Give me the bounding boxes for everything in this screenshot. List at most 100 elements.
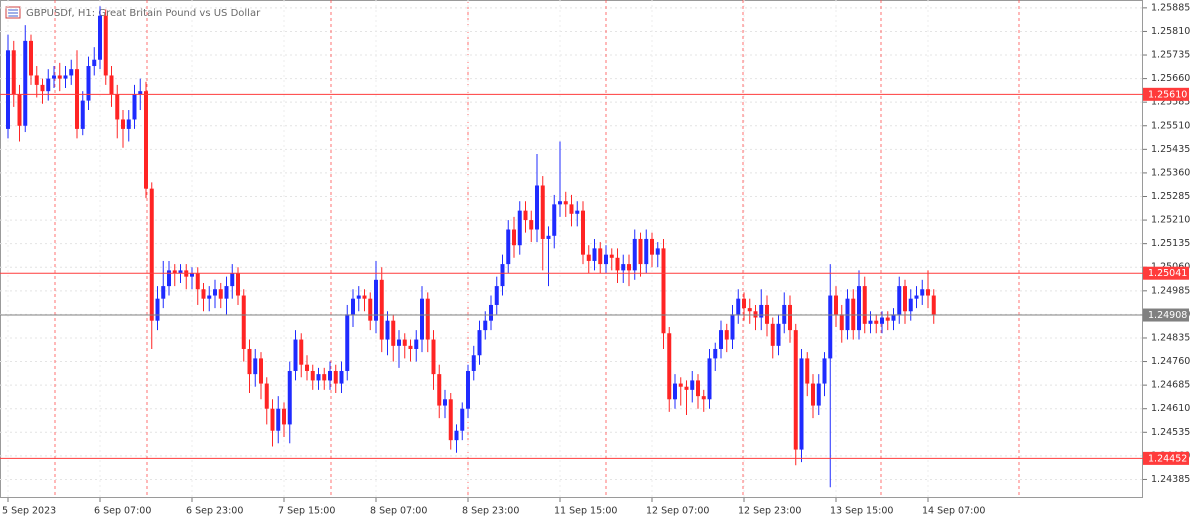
candle-body <box>115 94 120 120</box>
candle-body <box>546 235 551 239</box>
candle-body <box>29 40 33 76</box>
x-tick-label: 14 Sep 07:00 <box>922 506 985 517</box>
candle-body <box>759 304 764 318</box>
candle-body <box>845 298 850 331</box>
candle-body <box>822 358 827 384</box>
candle-body <box>322 374 327 381</box>
candle-body <box>46 78 51 92</box>
candle-body <box>742 298 746 309</box>
candle-body <box>448 399 453 441</box>
candle-body <box>569 204 574 214</box>
candle-body <box>604 254 608 265</box>
candle-body <box>523 210 528 221</box>
candle-body <box>11 50 16 95</box>
y-tick-label: 1.25285 <box>1151 191 1190 202</box>
price-level-box <box>1143 308 1189 322</box>
x-tick-label: 12 Sep 07:00 <box>646 506 709 517</box>
candle-body <box>69 69 74 76</box>
candle-body <box>40 84 45 92</box>
candle-body <box>454 430 459 441</box>
candle-body <box>908 298 913 312</box>
candle-body <box>661 248 666 334</box>
candle-body <box>121 119 125 129</box>
candle-body <box>178 270 183 274</box>
candle-body <box>259 358 263 384</box>
price-level-label: 1.25610 <box>1148 89 1187 100</box>
y-tick-label: 1.25435 <box>1151 144 1190 155</box>
candle-body <box>494 286 499 305</box>
candle-body <box>874 320 879 324</box>
candle-body <box>862 286 867 324</box>
candle-body <box>293 339 298 371</box>
candle-body <box>632 238 637 271</box>
candle-body <box>638 238 643 265</box>
y-tick-label: 1.24760 <box>1151 356 1190 367</box>
candle-body <box>598 248 603 265</box>
candle-body <box>868 320 873 324</box>
candle-body <box>126 119 131 129</box>
candle-body <box>558 201 562 205</box>
candle-body <box>678 383 683 387</box>
price-level-box <box>1143 266 1189 280</box>
candle-body <box>310 370 315 381</box>
candle-body <box>218 289 223 299</box>
candle-body <box>190 273 194 277</box>
candle-body <box>627 264 631 271</box>
candle-body <box>132 94 137 120</box>
symbol-icon <box>5 6 21 19</box>
x-tick-label: 5 Sep 2023 <box>2 506 56 517</box>
candle-body <box>339 370 344 384</box>
candle-body <box>477 330 482 356</box>
candle-body <box>920 289 925 296</box>
candle-body <box>483 320 488 331</box>
candle-body <box>540 185 545 239</box>
candle-body <box>834 295 838 315</box>
candle-body <box>98 15 102 60</box>
candle-body <box>207 295 212 299</box>
candle-body <box>747 308 752 312</box>
candle-body <box>333 370 338 384</box>
candle-body <box>471 355 476 371</box>
candle-body <box>379 279 384 340</box>
candle-body <box>586 254 591 261</box>
candle-body <box>897 286 902 315</box>
y-tick-label: 1.25885 <box>1151 2 1190 13</box>
candle-body <box>23 40 28 126</box>
price-level-label: 1.24908 <box>1148 310 1187 321</box>
candle-body <box>155 298 160 321</box>
candle-body <box>374 279 378 321</box>
candle-body <box>799 358 804 450</box>
candle-body <box>276 408 281 431</box>
candle-body <box>885 317 890 321</box>
candle-body <box>880 317 884 324</box>
candle-body <box>92 59 97 67</box>
candle-body <box>52 75 56 79</box>
candle-body <box>730 314 735 340</box>
candle-body <box>299 339 304 365</box>
candle-body <box>592 248 597 261</box>
candle-body <box>500 264 505 287</box>
candle-body <box>724 330 729 340</box>
candle-body <box>414 339 419 349</box>
candle-body <box>161 286 166 299</box>
candle-body <box>793 330 798 450</box>
candle-body <box>655 248 660 255</box>
candle-body <box>770 323 775 346</box>
candle-body <box>696 380 700 397</box>
candle-body <box>828 295 833 359</box>
candle-body <box>765 304 769 324</box>
candle-body <box>356 295 361 299</box>
candle-body <box>420 298 424 340</box>
candle-body <box>782 304 787 324</box>
candle-body <box>857 286 861 331</box>
candle-body <box>236 273 240 296</box>
candle-body <box>891 314 896 321</box>
candle-body <box>684 386 689 390</box>
candle-body <box>282 408 286 425</box>
candle-body <box>253 358 258 375</box>
candle-body <box>431 339 436 375</box>
candle-body <box>489 304 493 321</box>
candle-body <box>609 254 614 258</box>
candle-body <box>535 185 539 230</box>
candle-body <box>213 289 217 296</box>
